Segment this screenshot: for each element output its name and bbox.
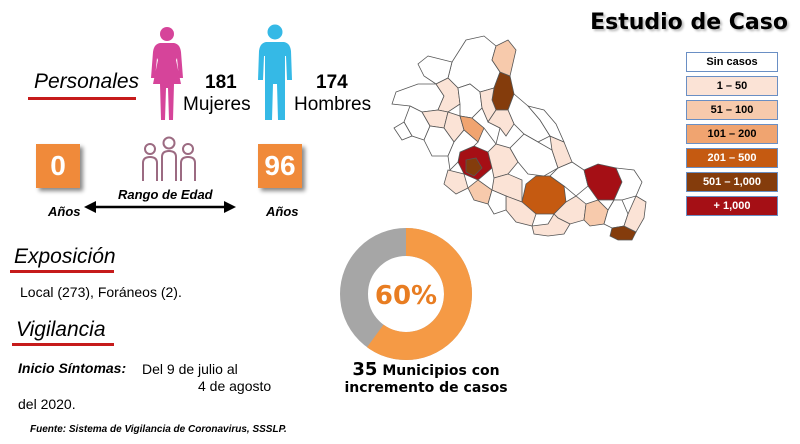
age-max-box: 96	[258, 144, 302, 188]
vigilancia-line1: Del 9 de julio al	[142, 361, 238, 377]
donut-value-arc	[340, 228, 472, 360]
municipios-line1: Municipios con	[382, 363, 500, 379]
page-title: Estudio de Caso	[590, 10, 788, 35]
map-legend: Sin casos 1 – 50 51 – 100 101 – 200 201 …	[686, 52, 778, 220]
percentage-donut-chart: 60%	[340, 228, 472, 360]
exposicion-underline	[10, 270, 114, 273]
age-max-unit: Años	[266, 204, 299, 219]
vigilancia-line3: del 2020.	[18, 396, 76, 412]
legend-item: 1 – 50	[686, 76, 778, 96]
men-label: Hombres	[294, 94, 372, 115]
exposicion-text: Local (273), Foráneos (2).	[20, 284, 182, 300]
double-arrow-icon	[84, 201, 236, 213]
legend-item: 501 – 1,000	[686, 172, 778, 192]
group-people-icon	[142, 136, 196, 181]
exposicion-heading: Exposición	[14, 245, 116, 268]
legend-label: Sin casos	[706, 56, 758, 68]
age-min-unit: Años	[48, 204, 81, 219]
legend-item: + 1,000	[686, 196, 778, 216]
legend-item: 51 – 100	[686, 100, 778, 120]
legend-label: 201 – 500	[707, 152, 757, 164]
source-note: Fuente: Sistema de Vigilancia de Coronav…	[30, 424, 287, 435]
age-min-box: 0	[36, 144, 80, 188]
municipios-line2: incremento de casos	[344, 380, 508, 396]
legend-label: 101 – 200	[707, 128, 757, 140]
legend-label: + 1,000	[713, 200, 751, 212]
legend-item: 201 – 500	[686, 148, 778, 168]
inicio-sintomas-label: Inicio Síntomas:	[18, 360, 127, 376]
male-figure-icon	[258, 24, 292, 120]
women-label: Mujeres	[183, 94, 251, 115]
personales-underline	[28, 97, 136, 100]
legend-label: 501 – 1,000	[702, 176, 762, 188]
donut-percent-label: 60%	[375, 281, 437, 311]
female-figure-icon	[151, 27, 183, 120]
vigilancia-underline	[12, 343, 114, 346]
vigilancia-heading: Vigilancia	[16, 318, 106, 341]
vigilancia-line2: 4 de agosto	[198, 378, 272, 394]
legend-label: 51 – 100	[710, 104, 754, 116]
state-map-icon	[391, 35, 647, 241]
municipios-count: 35	[352, 359, 378, 380]
men-count: 174	[316, 72, 348, 93]
age-range-label: Rango de Edad	[118, 187, 213, 202]
municipios-text: 35 Municipios con incremento de casos	[326, 361, 526, 397]
legend-item: Sin casos	[686, 52, 778, 72]
legend-label: 1 – 50	[716, 80, 748, 92]
personales-heading: Personales	[34, 70, 140, 93]
women-count: 181	[205, 72, 237, 93]
legend-item: 101 – 200	[686, 124, 778, 144]
